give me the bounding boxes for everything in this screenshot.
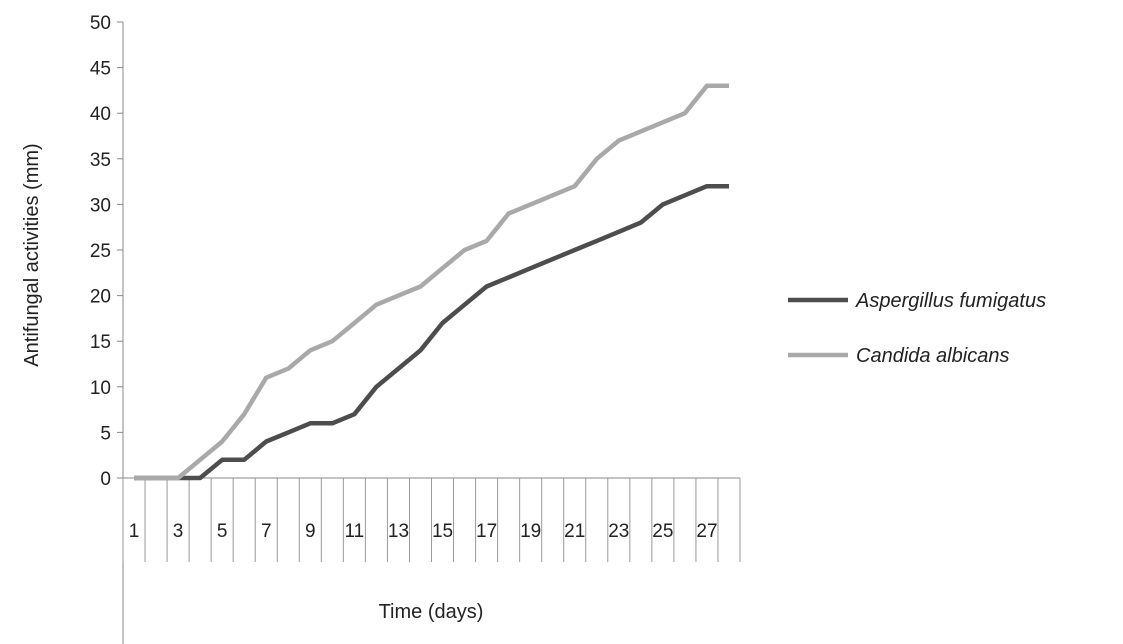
y-tick-label: 30: [90, 195, 111, 216]
x-tick-label: 27: [696, 521, 717, 542]
y-tick-label: 0: [100, 469, 111, 490]
series-line-1: [134, 183, 729, 481]
legend-label-2: Candida albicans: [856, 345, 1009, 367]
x-tick-label: 15: [432, 521, 453, 542]
legend: Aspergillus fumigatus Candida albicans: [788, 290, 1046, 367]
y-tick-label: 20: [90, 287, 111, 308]
y-axis-title: Antifungal activities (mm): [21, 143, 43, 366]
y-tick-label: 10: [90, 378, 111, 399]
y-tick-label: 15: [90, 332, 111, 353]
x-tick-label: 19: [520, 521, 541, 542]
x-tick-label: 5: [217, 521, 228, 542]
y-tick-label: 35: [90, 150, 111, 171]
y-tick-label: 40: [90, 104, 111, 125]
x-tick-label: 1: [129, 521, 140, 542]
x-tick-label: 25: [652, 521, 673, 542]
y-tick-label: 25: [90, 241, 111, 262]
series-layer: [134, 83, 729, 481]
x-tick-label: 3: [173, 521, 184, 542]
x-tick-label: 13: [388, 521, 409, 542]
x-tick-label: 11: [345, 521, 365, 542]
x-tick-label: 9: [305, 521, 316, 542]
x-tick-label: 17: [476, 521, 497, 542]
x-tick-label: 23: [608, 521, 629, 542]
series-line-2: [134, 83, 729, 481]
legend-label-1: Aspergillus fumigatus: [855, 290, 1046, 312]
y-tick-label: 45: [90, 59, 111, 80]
x-axis-title: Time (days): [379, 601, 484, 623]
x-tick-label: 21: [564, 521, 585, 542]
x-tick-label: 7: [261, 521, 272, 542]
y-tick-label: 50: [90, 13, 111, 34]
y-tick-label: 5: [100, 423, 111, 444]
